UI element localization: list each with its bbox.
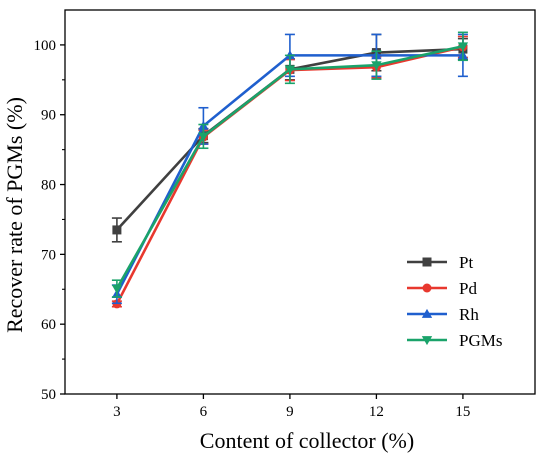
y-tick-label: 90 xyxy=(41,108,56,124)
series-pgms xyxy=(111,31,469,298)
data-point-pgms xyxy=(457,42,469,52)
axes: 3 6 9 12 15 50 60 70 80 90 100 xyxy=(34,9,536,420)
x-tick-label: 3 xyxy=(113,404,121,420)
data-point-pgms xyxy=(371,61,382,71)
data-point-pgms xyxy=(111,284,123,294)
legend-label-rh: Rh xyxy=(459,305,479,324)
legend-marker-rh xyxy=(421,308,433,318)
data-point-pgms xyxy=(284,65,296,75)
x-axis-title: Content of collector (%) xyxy=(200,428,414,453)
data-point-pt xyxy=(112,225,122,235)
legend-label-pd: Pd xyxy=(459,279,477,298)
x-tick-label: 9 xyxy=(286,404,294,420)
y-tick-label: 80 xyxy=(41,178,56,194)
y-tick-label: 100 xyxy=(34,38,57,54)
y-tick-label: 70 xyxy=(41,247,56,263)
legend-marker-pt xyxy=(422,257,432,267)
plot-frame xyxy=(64,9,536,395)
y-tick-label: 60 xyxy=(41,317,56,333)
legend: Pt Pd Rh PGMs xyxy=(407,253,502,350)
legend-label-pt: Pt xyxy=(459,253,473,272)
legend-label-pgms: PGMs xyxy=(459,331,502,350)
x-tick-label: 6 xyxy=(200,404,208,420)
y-axis-title: Recover rate of PGMs (%) xyxy=(2,97,27,333)
x-tick-label: 12 xyxy=(369,404,384,420)
y-tick-label: 50 xyxy=(41,387,56,403)
legend-marker-pd xyxy=(422,283,432,293)
series-line-pd xyxy=(115,45,464,305)
plot-area xyxy=(111,31,469,309)
x-tick-label: 15 xyxy=(455,404,470,420)
data-point-pgms xyxy=(198,132,209,142)
legend-marker-pgms xyxy=(421,336,433,346)
